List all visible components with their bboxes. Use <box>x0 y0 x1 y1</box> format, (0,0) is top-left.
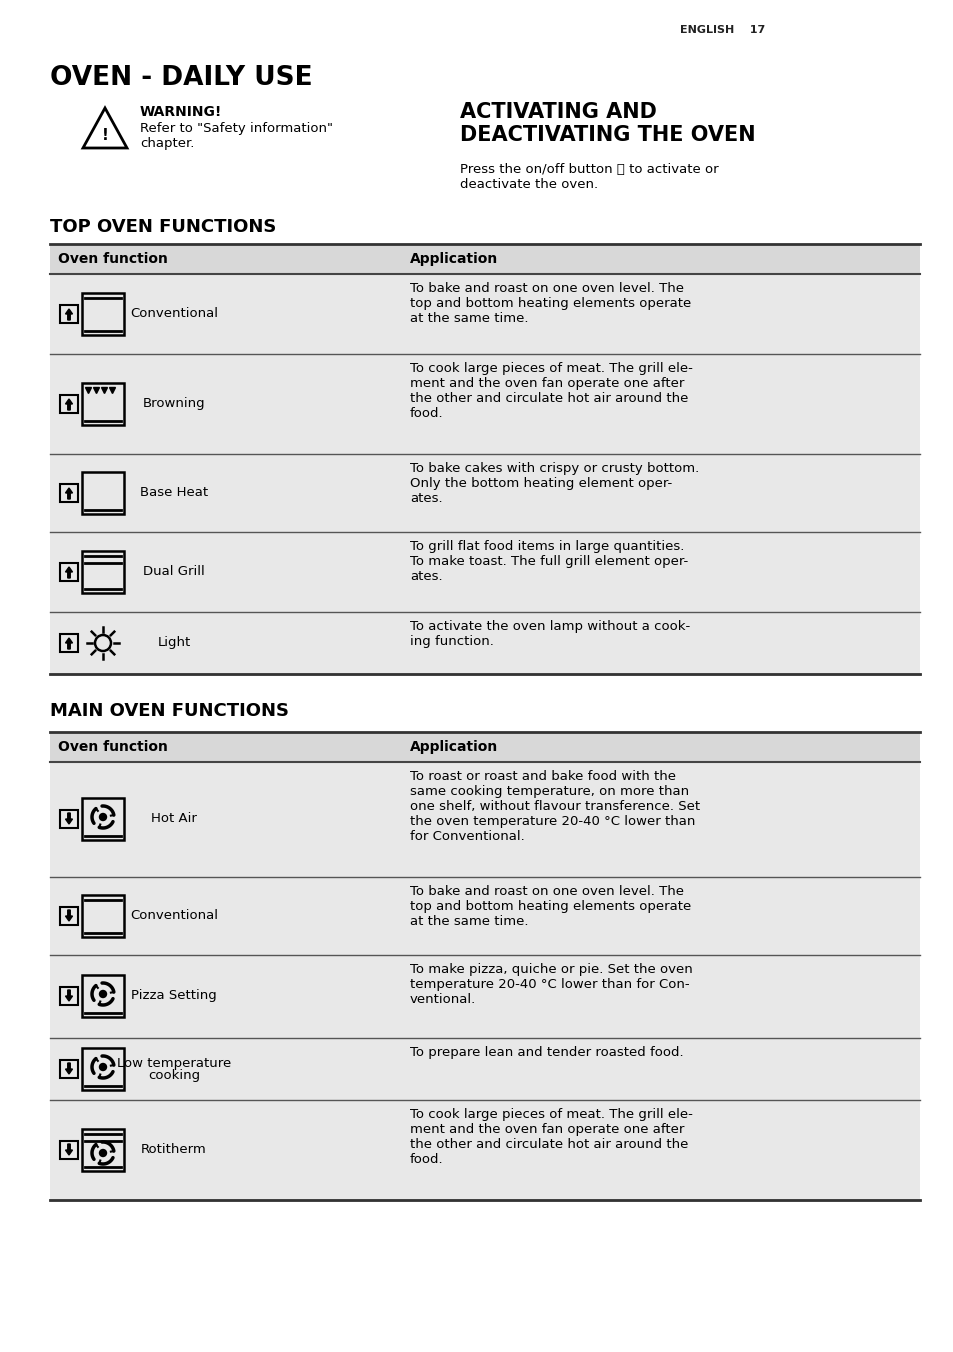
FancyArrow shape <box>66 488 72 499</box>
Text: !: ! <box>101 128 109 143</box>
Text: ACTIVATING AND
DEACTIVATING THE OVEN: ACTIVATING AND DEACTIVATING THE OVEN <box>459 101 755 145</box>
Text: MAIN OVEN FUNCTIONS: MAIN OVEN FUNCTIONS <box>50 702 289 721</box>
Bar <box>82 293 124 335</box>
Bar <box>82 798 124 840</box>
Bar <box>60 306 78 323</box>
Text: Base Heat: Base Heat <box>140 485 208 499</box>
FancyArrow shape <box>66 638 72 649</box>
Bar <box>82 552 124 594</box>
Bar <box>50 612 919 675</box>
Text: TOP OVEN FUNCTIONS: TOP OVEN FUNCTIONS <box>50 218 276 237</box>
Bar <box>60 484 78 502</box>
Bar <box>50 955 919 1038</box>
Bar <box>50 243 919 274</box>
Text: Refer to "Safety information"
chapter.: Refer to "Safety information" chapter. <box>140 122 333 150</box>
Text: ENGLISH    17: ENGLISH 17 <box>679 24 764 35</box>
Text: Conventional: Conventional <box>130 307 218 320</box>
FancyArrow shape <box>66 910 72 921</box>
FancyArrow shape <box>66 1063 72 1073</box>
Text: Application: Application <box>410 251 497 266</box>
Bar <box>50 763 919 877</box>
Bar <box>82 1129 124 1171</box>
Bar <box>50 454 919 531</box>
Bar <box>50 531 919 612</box>
Bar <box>60 562 78 581</box>
Bar <box>60 1060 78 1078</box>
Bar <box>82 383 124 425</box>
Bar <box>60 907 78 925</box>
Text: Hot Air: Hot Air <box>151 813 196 825</box>
Bar <box>82 895 124 937</box>
Bar <box>50 731 919 763</box>
Text: OVEN - DAILY USE: OVEN - DAILY USE <box>50 65 313 91</box>
Text: cooking: cooking <box>148 1069 200 1082</box>
Bar <box>82 1048 124 1090</box>
Text: To roast or roast and bake food with the
same cooking temperature, on more than
: To roast or roast and bake food with the… <box>410 771 700 844</box>
Text: To bake and roast on one oven level. The
top and bottom heating elements operate: To bake and roast on one oven level. The… <box>410 886 691 927</box>
Text: To bake cakes with crispy or crusty bottom.
Only the bottom heating element oper: To bake cakes with crispy or crusty bott… <box>410 462 699 506</box>
Circle shape <box>99 1064 107 1071</box>
Text: Browning: Browning <box>143 397 205 410</box>
Bar <box>50 274 919 354</box>
FancyArrow shape <box>66 566 72 579</box>
Text: To cook large pieces of meat. The grill ele-
ment and the oven fan operate one a: To cook large pieces of meat. The grill … <box>410 362 692 420</box>
Text: Rotitherm: Rotitherm <box>141 1142 207 1156</box>
Text: To prepare lean and tender roasted food.: To prepare lean and tender roasted food. <box>410 1046 683 1059</box>
Text: Low temperature: Low temperature <box>117 1057 231 1069</box>
Bar <box>60 395 78 412</box>
Circle shape <box>99 814 107 821</box>
Bar <box>50 354 919 454</box>
Text: WARNING!: WARNING! <box>140 105 222 119</box>
Text: To activate the oven lamp without a cook-
ing function.: To activate the oven lamp without a cook… <box>410 621 690 648</box>
Bar <box>60 634 78 652</box>
Text: Light: Light <box>157 635 191 649</box>
Circle shape <box>99 1149 107 1156</box>
Bar <box>60 810 78 827</box>
Bar <box>60 987 78 1005</box>
Text: To grill flat food items in large quantities.
To make toast. The full grill elem: To grill flat food items in large quanti… <box>410 539 687 583</box>
Text: Oven function: Oven function <box>58 740 168 754</box>
Bar <box>60 1141 78 1159</box>
Text: Conventional: Conventional <box>130 909 218 922</box>
Text: Oven function: Oven function <box>58 251 168 266</box>
FancyArrow shape <box>66 813 72 823</box>
Text: Application: Application <box>410 740 497 754</box>
Bar <box>50 1038 919 1101</box>
FancyArrow shape <box>66 399 72 410</box>
Circle shape <box>99 991 107 998</box>
Text: Pizza Setting: Pizza Setting <box>131 990 216 1002</box>
Text: Dual Grill: Dual Grill <box>143 565 205 579</box>
Bar <box>82 472 124 514</box>
FancyArrow shape <box>66 1144 72 1155</box>
FancyArrow shape <box>66 310 72 320</box>
Bar <box>50 877 919 955</box>
Text: To make pizza, quiche or pie. Set the oven
temperature 20-40 °C lower than for C: To make pizza, quiche or pie. Set the ov… <box>410 963 692 1006</box>
FancyArrow shape <box>66 990 72 1000</box>
Bar <box>82 975 124 1017</box>
Text: To bake and roast on one oven level. The
top and bottom heating elements operate: To bake and roast on one oven level. The… <box>410 283 691 324</box>
Text: To cook large pieces of meat. The grill ele-
ment and the oven fan operate one a: To cook large pieces of meat. The grill … <box>410 1109 692 1165</box>
Bar <box>50 1101 919 1201</box>
Text: Press the on/off button Ⓘ to activate or
deactivate the oven.: Press the on/off button Ⓘ to activate or… <box>459 164 718 191</box>
